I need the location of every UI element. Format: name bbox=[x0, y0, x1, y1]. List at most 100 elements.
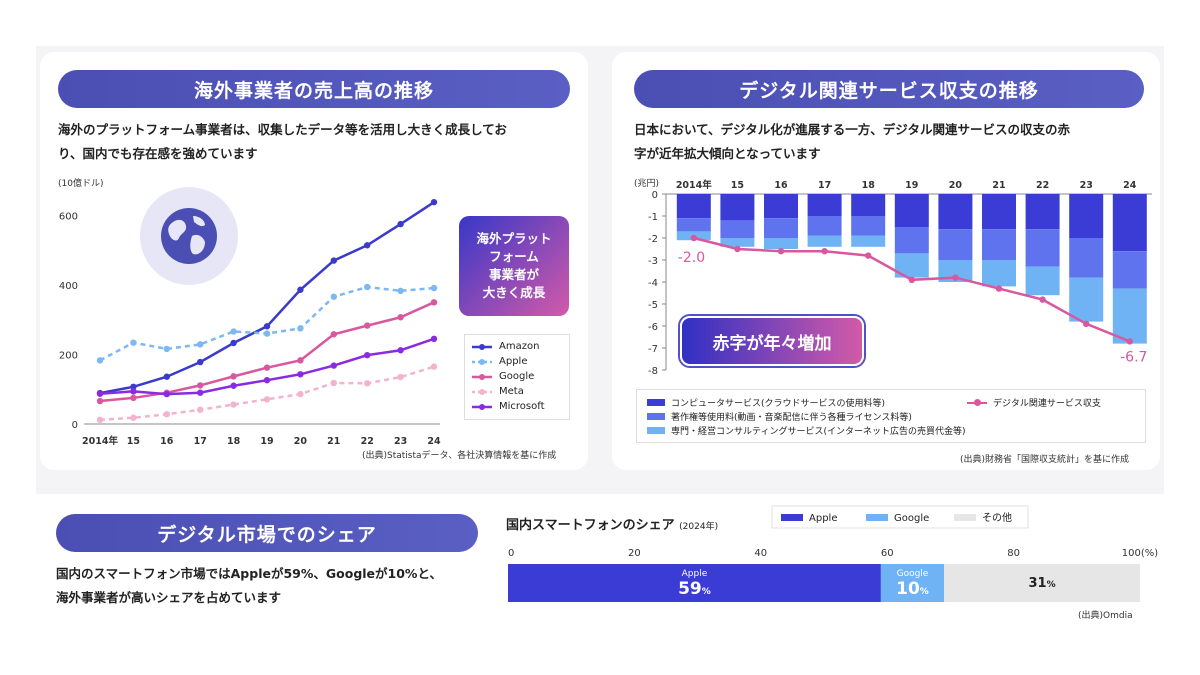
legend-swatch bbox=[472, 373, 492, 380]
balance-point bbox=[995, 285, 1003, 292]
x-tick-label: 80 bbox=[1007, 548, 1020, 559]
legend-swatch bbox=[647, 427, 665, 434]
share-chart-year: (2024年) bbox=[679, 522, 719, 532]
data-point-amazon bbox=[130, 383, 137, 390]
legend-label: コンピュータサービス(クラウドサービスの使用料等) bbox=[671, 399, 886, 409]
legend-item-microsoft: Microsoft bbox=[471, 399, 569, 414]
data-point-google bbox=[397, 314, 404, 321]
y-tick-label: -5 bbox=[648, 300, 658, 311]
data-point-apple bbox=[96, 357, 104, 364]
y-tick-label: -7 bbox=[648, 344, 658, 355]
bar-segment-1 bbox=[1069, 194, 1104, 238]
balance-point bbox=[908, 276, 915, 283]
x-tick-label: 24 bbox=[427, 436, 441, 447]
x-tick-label: 19 bbox=[905, 180, 918, 191]
left-panel: 海外事業者の売上高の推移 海外のプラットフォーム事業者は、収集したデータ等を活用… bbox=[40, 52, 588, 470]
legend-item-amazon: Amazon bbox=[471, 339, 569, 354]
y-tick-label: 0 bbox=[72, 420, 78, 431]
data-point-apple bbox=[397, 287, 404, 295]
data-label-first: -2.0 bbox=[678, 250, 705, 266]
balance-point bbox=[1039, 296, 1046, 303]
balance-point bbox=[952, 274, 959, 281]
balance-point bbox=[690, 234, 697, 242]
share-legend-label: Google bbox=[894, 513, 929, 524]
data-point-meta bbox=[364, 380, 371, 387]
legend-swatch bbox=[472, 358, 492, 365]
legend-label: Google bbox=[499, 371, 535, 382]
x-tick-label: 2014年 bbox=[676, 179, 712, 191]
left-callout-line2: フォーム bbox=[489, 249, 539, 264]
x-tick-label: 18 bbox=[227, 436, 241, 447]
bar-segment-2 bbox=[982, 229, 1016, 260]
y-tick-label: -3 bbox=[648, 256, 658, 267]
data-point-apple bbox=[230, 328, 237, 335]
share-value-number: 59 bbox=[678, 579, 702, 599]
x-tick-label: 40 bbox=[754, 548, 767, 559]
legend-label: デジタル関連サービス収支 bbox=[993, 399, 1101, 409]
legend-label: Amazon bbox=[499, 341, 540, 352]
share-legend-swatch bbox=[954, 514, 976, 521]
data-point-microsoft bbox=[297, 371, 304, 378]
data-point-meta bbox=[397, 373, 404, 381]
data-point-meta bbox=[263, 396, 271, 403]
infographic-background: 海外事業者の売上高の推移 海外のプラットフォーム事業者は、収集したデータ等を活用… bbox=[36, 46, 1164, 632]
share-bar-name: Google bbox=[897, 569, 929, 579]
data-point-microsoft bbox=[330, 362, 337, 369]
data-point-microsoft bbox=[430, 335, 438, 343]
data-point-microsoft bbox=[364, 351, 371, 359]
series-line-meta bbox=[99, 365, 435, 422]
x-tick-label: 15 bbox=[127, 436, 140, 447]
left-legend: Amazon Apple Google Meta Microsoft bbox=[464, 334, 570, 420]
balance-point bbox=[821, 248, 828, 255]
data-point-meta bbox=[163, 411, 170, 418]
data-point-meta bbox=[430, 363, 438, 370]
legend-swatch bbox=[472, 343, 492, 350]
data-point-apple bbox=[364, 283, 371, 291]
right-panel: デジタル関連サービス収支の推移 日本において、デジタル化が進展する一方、デジタル… bbox=[612, 52, 1160, 470]
data-point-microsoft bbox=[230, 382, 237, 389]
bar-segment-2 bbox=[1025, 229, 1060, 267]
share-legend-swatch bbox=[781, 514, 803, 521]
x-tick-label: 24 bbox=[1123, 180, 1137, 191]
right-callout: 赤字が年々増加 bbox=[680, 316, 864, 366]
bar-segment-3 bbox=[1112, 288, 1147, 344]
x-tick-label: 18 bbox=[862, 180, 876, 191]
legend-dot bbox=[974, 398, 981, 406]
y-tick-label: 200 bbox=[59, 350, 78, 361]
data-point-microsoft bbox=[96, 390, 104, 397]
balance-point bbox=[1126, 338, 1133, 345]
data-point-apple bbox=[263, 330, 271, 337]
left-source: (出典)Statistaデータ、各社決算情報を基に作成 bbox=[362, 451, 557, 461]
bar-segment-2 bbox=[720, 220, 755, 238]
share-value-number: 10 bbox=[896, 579, 920, 599]
x-tick-label: 22 bbox=[1036, 180, 1049, 191]
legend-label: 著作権等使用料(動画・音楽配信に伴う各種ライセンス料等) bbox=[671, 413, 912, 423]
bar-segment-1 bbox=[764, 194, 798, 219]
share-legend-label: その他 bbox=[982, 511, 1012, 524]
x-tick-label: 19 bbox=[260, 436, 273, 447]
legend-label: 専門・経営コンサルティングサービス(インターネット広告の売買代金等) bbox=[671, 427, 966, 437]
data-point-google bbox=[330, 331, 337, 338]
x-tick-label: 22 bbox=[361, 436, 374, 447]
data-point-google bbox=[230, 373, 237, 380]
left-callout: 海外プラット フォーム 事業者が 大きく成長 bbox=[459, 216, 569, 316]
data-point-google bbox=[130, 394, 137, 402]
data-point-amazon bbox=[330, 257, 337, 264]
y-tick-label: -2 bbox=[648, 234, 658, 245]
x-tick-label: 20 bbox=[294, 436, 308, 447]
data-point-apple bbox=[130, 339, 137, 346]
share-bar-3 bbox=[944, 564, 1140, 602]
series-line-amazon bbox=[99, 201, 435, 395]
bar-segment-3 bbox=[982, 260, 1016, 287]
share-legend-swatch bbox=[866, 514, 888, 521]
x-tick-label: 100(%) bbox=[1122, 548, 1158, 559]
y-tick-label: -4 bbox=[648, 278, 658, 289]
data-point-google bbox=[430, 299, 438, 306]
y-tick-label: 0 bbox=[652, 190, 658, 201]
share-bar-value: 59% bbox=[678, 579, 711, 599]
data-point-amazon bbox=[364, 242, 371, 249]
share-legend-label: Apple bbox=[809, 513, 837, 524]
right-desc-line2: 字が近年拡大傾向となっています bbox=[634, 146, 821, 161]
bar-segment-1 bbox=[982, 194, 1016, 230]
bar-segment-1 bbox=[894, 194, 929, 227]
